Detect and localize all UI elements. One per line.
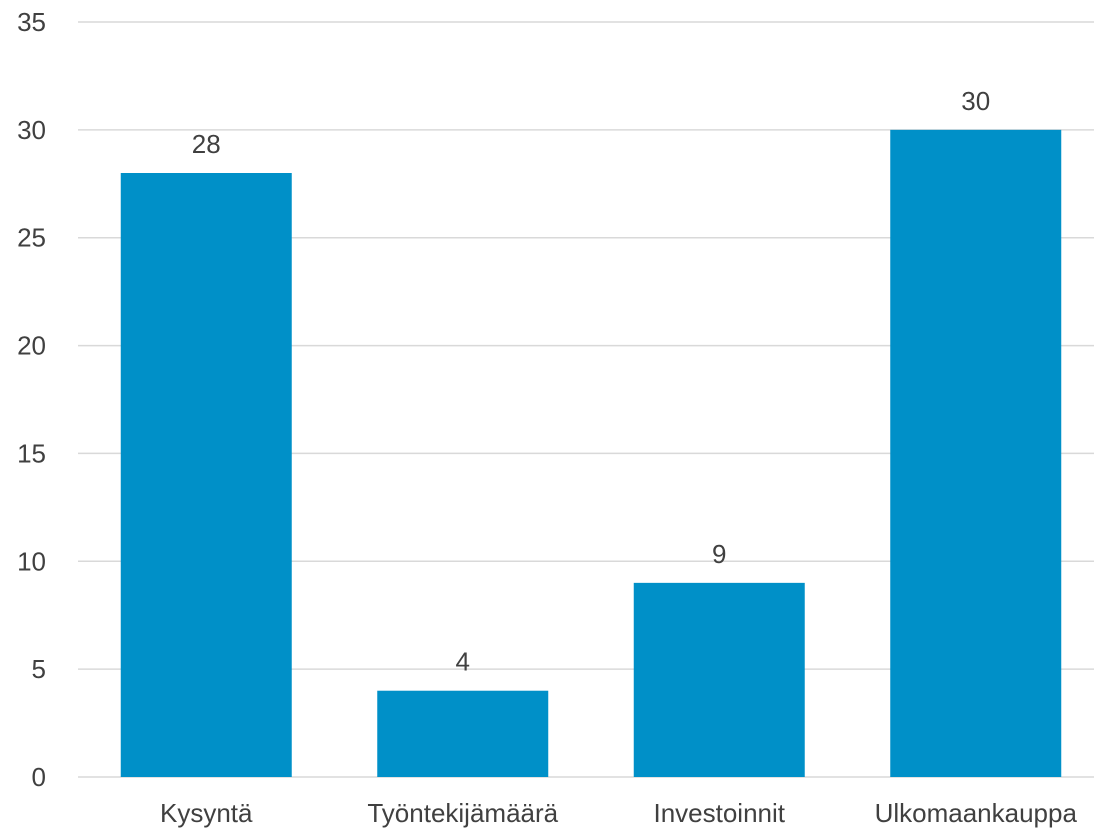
bar xyxy=(890,129,1062,777)
bar xyxy=(377,690,549,777)
y-tick-label: 10 xyxy=(17,546,46,576)
y-tick-label: 35 xyxy=(17,7,46,37)
y-axis-tick-labels: 0 5 10 15 20 25 30 35 xyxy=(17,7,46,792)
data-label: 9 xyxy=(712,539,726,569)
bar xyxy=(120,173,292,777)
y-tick-label: 0 xyxy=(32,762,46,792)
y-tick-label: 15 xyxy=(17,438,46,468)
category-label: Kysyntä xyxy=(160,798,253,828)
data-label: 28 xyxy=(192,129,221,159)
y-tick-label: 30 xyxy=(17,115,46,145)
data-label: 30 xyxy=(961,86,990,116)
x-axis-category-labels: Kysyntä Työntekijämäärä Investoinnit Ulkoma… xyxy=(160,798,1077,828)
category-label: Investoinnit xyxy=(653,798,785,828)
category-label: Työntekijämäärä xyxy=(367,798,558,828)
data-labels: 28 4 9 30 xyxy=(192,86,990,677)
y-tick-label: 25 xyxy=(17,223,46,253)
bar xyxy=(633,582,805,777)
category-label: Ulkomaankauppa xyxy=(875,798,1078,828)
data-label: 4 xyxy=(456,647,470,677)
y-tick-label: 20 xyxy=(17,331,46,361)
bars xyxy=(120,129,1062,777)
y-tick-label: 5 xyxy=(32,654,46,684)
